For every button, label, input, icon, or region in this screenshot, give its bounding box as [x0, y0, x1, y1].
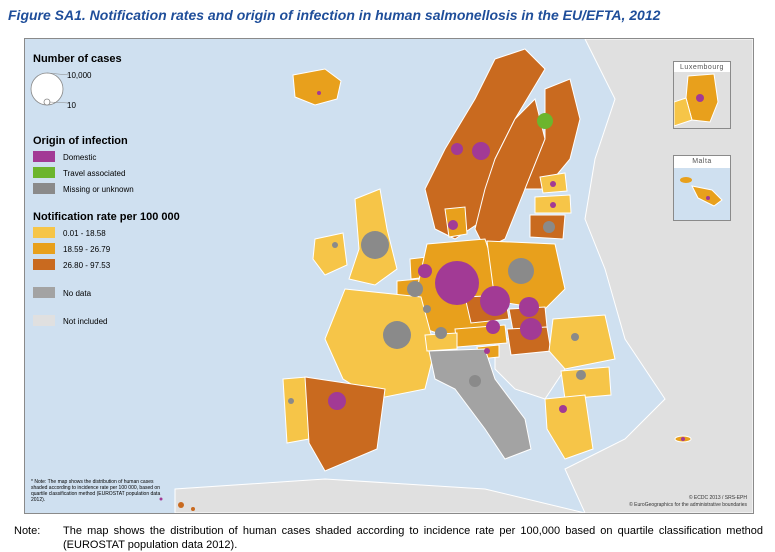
legend-rate-mid-label: 18.59 - 26.79 [63, 245, 111, 254]
ireland [312, 232, 348, 276]
legend-not-included-label: Not included [63, 317, 108, 326]
legend-missing-label: Missing or unknown [63, 185, 134, 194]
romania [548, 314, 616, 370]
legend-no-data-swatch [33, 287, 55, 298]
legend-cases-min: 10 [67, 101, 76, 110]
circle-italy [469, 375, 481, 387]
bulgaria [560, 366, 612, 400]
circle-ireland [332, 242, 338, 248]
spain [304, 376, 386, 472]
circle-romania [571, 333, 579, 341]
legend-missing-swatch [33, 183, 55, 194]
case-circles [159, 91, 685, 501]
copyright-line-1: © ECDC 2013 / SRS-EPH [688, 495, 747, 501]
luxembourg-inset: Luxembourg [673, 61, 731, 129]
circle-iceland [317, 91, 321, 95]
copyright-line-2: © EuroGeographics for the administrative… [629, 502, 747, 508]
italy [428, 348, 532, 460]
copyright: © ECDC 2013 / SRS-EPH © EuroGeographics … [629, 495, 747, 509]
malta-inset: Malta [673, 155, 731, 221]
circle-poland [508, 258, 534, 284]
iceland [292, 68, 342, 106]
circle-greece [559, 405, 567, 413]
circle-denmark [448, 220, 458, 230]
legend-rate-mid-swatch [33, 243, 55, 254]
circle-slovenia [484, 348, 490, 354]
circle-czech [480, 286, 510, 316]
circle-lithuania [543, 221, 555, 233]
figure-title: Figure SA1. Notification rates and origi… [8, 7, 661, 23]
circle-estonia [550, 181, 556, 187]
luxembourg-inset-title: Luxembourg [680, 64, 724, 71]
legend-domestic-label: Domestic [63, 153, 97, 162]
circle-portugal [288, 398, 294, 404]
circle-france [383, 321, 411, 349]
circle-malta [159, 497, 163, 501]
circle-austria [486, 320, 500, 334]
circle-belgium [407, 281, 423, 297]
note-text: The map shows the distribution of human … [63, 525, 763, 551]
legend-travel-label: Travel associated [63, 169, 126, 178]
circle-bulgaria [576, 370, 586, 380]
circle-latvia [550, 202, 556, 208]
greece [544, 394, 594, 460]
map-frame: Number of cases 10,000 10 Origin of infe… [24, 38, 754, 514]
circle-norway [451, 143, 463, 155]
malta-inset-map [674, 168, 730, 220]
france [324, 288, 436, 400]
circle-hungary [520, 318, 542, 340]
legend-rate-low-swatch [33, 227, 55, 238]
circle-uk [361, 231, 389, 259]
malta-inset-title: Malta [692, 158, 712, 165]
legend-travel-swatch [33, 167, 55, 178]
legend-not-included-swatch [33, 315, 55, 326]
legend-circle-sizes [30, 72, 70, 106]
legend-no-data-label: No data [63, 289, 92, 298]
legend-cases-heading: Number of cases [33, 53, 122, 65]
land-north-africa [174, 478, 586, 513]
note-label: Note: [14, 525, 41, 537]
circle-luxembourg [423, 305, 431, 313]
circle-spain [328, 392, 346, 410]
circle-sweden [472, 142, 490, 160]
legend-rate-high-swatch [33, 259, 55, 270]
circle-germany [435, 261, 479, 305]
circle-cyprus [681, 437, 685, 441]
legend-rate-heading: Notification rate per 100 000 [33, 211, 180, 223]
circle-switzerland [435, 327, 447, 339]
circle-netherlands [418, 264, 432, 278]
circle-finland [537, 113, 553, 129]
legend-cases-max: 10,000 [67, 71, 92, 80]
europe-map [25, 39, 753, 513]
legend-domestic-swatch [33, 151, 55, 162]
legend-origin-heading: Origin of infection [33, 135, 128, 147]
legend-rate-low-label: 0.01 - 18.58 [63, 229, 106, 238]
circle-slovakia [519, 297, 539, 317]
luxembourg-inset-map [674, 72, 730, 128]
legend-rate-high-label: 26.80 - 97.53 [63, 261, 111, 270]
canary-islands [178, 502, 184, 508]
map-footnote: * Note: The map shows the distribution o… [31, 479, 161, 503]
